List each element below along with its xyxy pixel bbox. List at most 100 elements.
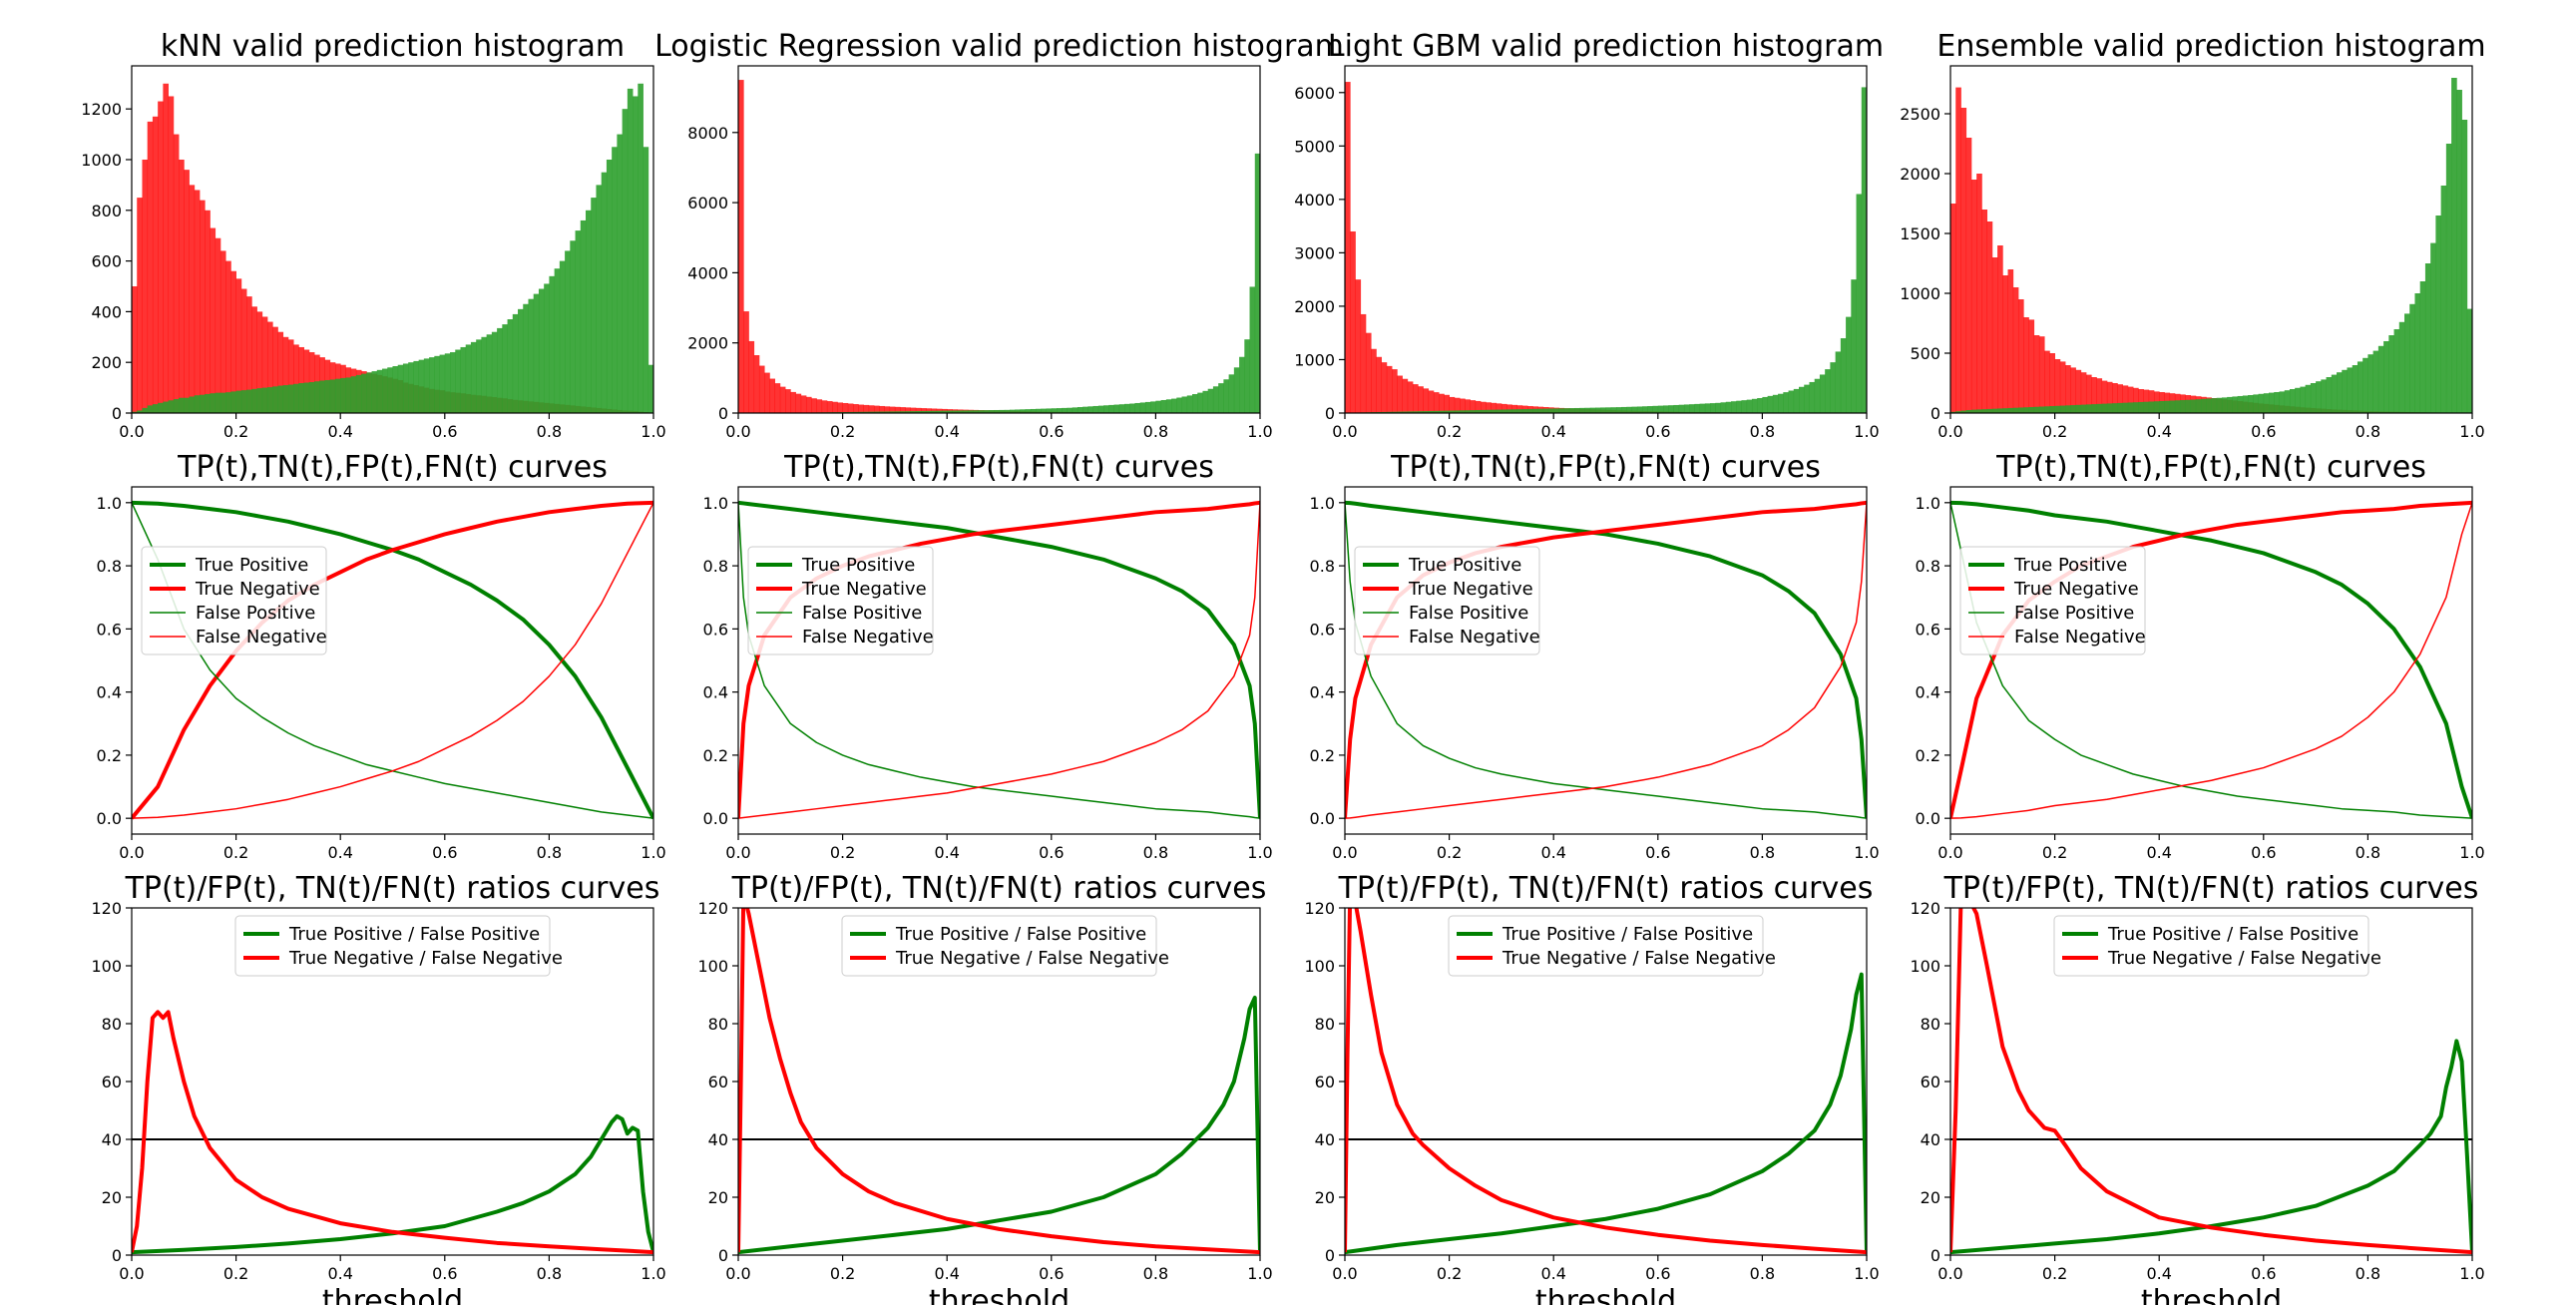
hist-bar-negative [215, 237, 221, 413]
legend-label: False Positive [1409, 603, 1528, 624]
hist-bar-positive [1704, 403, 1711, 413]
hist-bar-positive [2237, 395, 2244, 413]
x-tick-label: 0.6 [2251, 843, 2276, 862]
hist-bar-positive [1532, 408, 1538, 413]
x-tick-label: 1.0 [2459, 1264, 2484, 1283]
series-line-true-negative-false-negative [738, 908, 1260, 1255]
x-tick-label: 0.4 [1540, 1264, 1565, 1283]
y-tick-label: 8000 [687, 124, 728, 143]
panel-title: TP(t)/FP(t), TN(t)/FN(t) ratios curves [1943, 871, 2479, 906]
x-tick-label: 0.0 [1332, 422, 1357, 441]
legend: True Positive / False Positive True Negat… [2053, 915, 2381, 977]
hist-bar-positive [1212, 386, 1219, 413]
x-tick-label: 0.8 [1750, 843, 1775, 862]
x-tick-label: 0.0 [725, 843, 750, 862]
hist-bar-positive [1715, 402, 1721, 413]
legend-label: True Positive [195, 555, 308, 576]
series-line-true-positive-false-positive [738, 995, 1260, 1255]
hist-bar-positive [2096, 403, 2103, 413]
hist-bar-positive [1809, 381, 1816, 413]
hist-bar-positive [2190, 399, 2197, 413]
hist-bar-negative [293, 344, 299, 413]
hist-bar-positive [1814, 378, 1821, 413]
legend-label: False Positive [802, 603, 922, 624]
hist-bar-negative [2143, 389, 2150, 413]
y-tick-label: 0.6 [97, 620, 122, 639]
hist-bar-positive [2211, 398, 2218, 413]
hist-bar-positive [350, 376, 357, 413]
hist-bar-positive [2253, 394, 2259, 413]
y-tick-label: 0 [718, 404, 728, 423]
hist-bar-positive [2289, 389, 2296, 413]
hist-bar-negative [1480, 401, 1487, 413]
x-tick-label: 0.6 [432, 422, 457, 441]
hist-bar-positive [2164, 400, 2171, 413]
hist-bar-positive [512, 313, 519, 413]
hist-bar-positive [439, 354, 446, 413]
y-tick-label: 4000 [1294, 191, 1335, 210]
hist-bar-positive [1976, 409, 1982, 413]
hist-bar-positive [246, 389, 252, 413]
hist-bar-positive [1097, 405, 1104, 413]
hist-bar-positive [2201, 398, 2207, 413]
y-tick-label: 5000 [1294, 137, 1335, 156]
hist-bar-positive [2169, 400, 2176, 413]
plot-area [132, 1010, 653, 1255]
hist-bar-positive [2054, 405, 2061, 413]
hist-bar-negative [2080, 372, 2087, 413]
hist-bar-positive [518, 308, 524, 413]
hist-bar-positive [643, 147, 649, 413]
hist-bar-negative [168, 96, 175, 413]
hist-bar-positive [2023, 407, 2029, 413]
hist-bar-negative [842, 402, 849, 413]
panel-title: TP(t),TN(t),FP(t),FN(t) curves [177, 450, 608, 485]
x-tick-label: 1.0 [2459, 422, 2484, 441]
y-tick-label: 80 [708, 1015, 728, 1034]
hist-bar-positive [1139, 402, 1146, 413]
hist-bar-positive [163, 401, 170, 413]
hist-bar-positive [1067, 407, 1073, 413]
panel-title: kNN valid prediction histogram [161, 29, 625, 64]
hist-bar-negative [805, 396, 812, 413]
hist-bar-positive [533, 293, 540, 413]
hist-bar-negative [251, 306, 257, 413]
hist-bar-positive [2117, 402, 2123, 413]
axes-frame [1949, 486, 2473, 835]
hist-bar-positive [601, 172, 608, 413]
hist-bar-positive [2216, 397, 2223, 413]
hist-bar-positive [627, 88, 634, 413]
hist-bar-positive [434, 355, 440, 413]
hist-bar-negative [152, 116, 159, 413]
hist-bar-positive [2195, 399, 2202, 413]
hist-bar-negative [2065, 365, 2071, 413]
y-tick-label: 0.4 [97, 683, 122, 702]
hist-bar-positive [345, 377, 352, 413]
hist-bar-positive [2409, 303, 2415, 413]
hist-bar-negative [2012, 287, 2019, 413]
series-line-true-negative-false-negative [1345, 908, 1867, 1255]
y-tick-label: 1.0 [1916, 494, 1940, 513]
y-tick-label: 60 [708, 1073, 728, 1091]
hist-bar-negative [194, 190, 201, 413]
hist-bar-positive [225, 392, 231, 413]
hist-bar-positive [1124, 403, 1130, 413]
x-tick-label: 1.0 [1854, 843, 1879, 862]
hist-bar-positive [1783, 392, 1789, 413]
hist-bar-negative [205, 210, 211, 413]
hist-bar-positive [465, 344, 472, 413]
hist-bar-positive [606, 159, 613, 413]
hist-bar-positive [647, 364, 653, 413]
hist-bar-positive [1218, 383, 1224, 413]
series-line-true-positive [738, 500, 1260, 819]
hist-bar-positive [1694, 403, 1701, 413]
hist-bar-positive [2279, 391, 2286, 413]
hist-bar-positive [376, 369, 383, 413]
panel-histogram-logistic-regression: 0.0 0.2 0.4 0.6 0.8 1.0 0 2000 4000 6000 8000 Logis… [654, 29, 1344, 441]
legend-label: True Negative / False Negative [895, 948, 1169, 969]
hist-bar-positive [1465, 410, 1471, 413]
hist-bar-positive [633, 96, 639, 413]
hist-bar-positive [1407, 411, 1414, 413]
hist-bar-positive [2352, 365, 2359, 413]
hist-bar-positive [884, 411, 891, 413]
hist-bar-negative [2091, 377, 2097, 413]
